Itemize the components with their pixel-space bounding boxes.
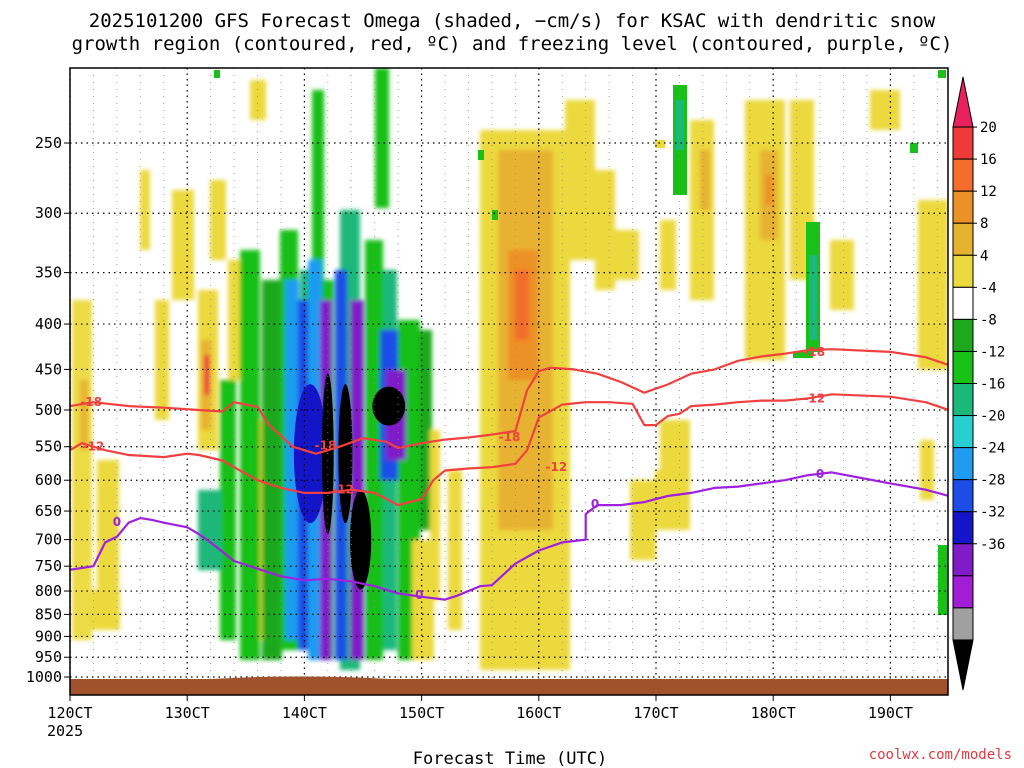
x-axis: 120CT 130CT 140CT 150CT 160CT 170CT 180CT 190CT — [47, 695, 913, 722]
colorbar-swatch — [952, 383, 974, 417]
y-tick-label: 500 — [35, 401, 62, 419]
omega-core — [338, 384, 353, 524]
x-axis-label: Forecast Time (UTC) — [413, 749, 607, 768]
y-tick-label: 350 — [35, 264, 62, 282]
y-tick-label: 450 — [35, 360, 62, 378]
contour-lines: -18 -18 -18 -18 -12 -12 -12 -12 0 0 0 0 — [70, 345, 948, 602]
colorbar-label: 12 — [980, 184, 997, 200]
colorbar-swatch — [952, 318, 974, 352]
colorbar-label: -20 — [980, 409, 1005, 425]
y-tick-label: 550 — [35, 438, 62, 456]
colorbar-swatch — [952, 575, 974, 609]
chart-title-line-2: growth region (contoured, red, ºC) and f… — [72, 33, 953, 55]
y-tick-label: 1000 — [26, 668, 62, 686]
contour-label: 0 — [591, 497, 599, 511]
contour-label: -18 — [803, 345, 825, 359]
contour-label: -12 — [803, 391, 825, 405]
contour-freezing-level-0 — [70, 471, 948, 601]
y-axis: 250 300 350 400 450 500 550 600 650 700 750 800 850 9… — [26, 134, 70, 686]
colorbar-swatch — [952, 222, 974, 256]
x-tick-label: 120CT — [47, 704, 92, 722]
colorbar-label: 16 — [980, 152, 997, 168]
x-tick-label: 140CT — [282, 704, 327, 722]
colorbar-swatch — [952, 447, 974, 481]
contour-label: -18 — [499, 430, 521, 444]
y-tick-label: 300 — [35, 204, 62, 222]
contour-label: -12 — [83, 440, 105, 454]
omega-core — [293, 384, 327, 524]
y-tick-label: 400 — [35, 315, 62, 333]
contour-label: -18 — [315, 438, 337, 452]
y-tick-label: 750 — [35, 557, 62, 575]
omega-core — [350, 489, 372, 590]
x-tick-label: 170CT — [633, 704, 678, 722]
x-tick-label: 180CT — [751, 704, 796, 722]
y-tick-label: 800 — [35, 582, 62, 600]
y-tick-label: 250 — [35, 134, 62, 152]
colorbar-swatch — [952, 254, 974, 288]
chart-title-line-1: 2025101200 GFS Forecast Omega (shaded, −… — [89, 10, 936, 32]
colorbar-swatch — [952, 350, 974, 385]
colorbar-label: 4 — [980, 248, 988, 264]
y-tick-label: 700 — [35, 531, 62, 549]
colorbar-bottom-arrow — [952, 639, 974, 691]
colorbar-swatch — [952, 479, 974, 513]
contour-label: -12 — [546, 460, 568, 474]
colorbar-swatch — [952, 126, 974, 160]
colorbar-swatch — [952, 415, 974, 449]
colorbar-swatch — [952, 158, 974, 192]
colorbar-top-arrow — [952, 76, 974, 128]
colorbar-swatch — [952, 607, 974, 641]
surface-terrain-bump — [70, 676, 948, 683]
credit-text: coolwx.com/models — [869, 747, 1012, 763]
colorbar-label: -12 — [980, 344, 1005, 360]
omega-core — [372, 386, 406, 426]
contour-dendritic-minus-18 — [70, 348, 948, 455]
colorbar: 20 16 12 8 4 -4 -8 -12 -16 -20 -24 -28 -32 -36 — [952, 76, 1005, 691]
colorbar-label: -8 — [980, 312, 997, 328]
plot-border — [69, 67, 949, 696]
contour-label: -12 — [332, 483, 354, 497]
contour-label: 0 — [415, 588, 423, 602]
y-tick-label: 600 — [35, 471, 62, 489]
contour-label: -18 — [80, 395, 102, 409]
contour-label: 0 — [816, 467, 824, 481]
colorbar-label: -4 — [980, 280, 997, 296]
y-tick-label: 650 — [35, 502, 62, 520]
x-tick-label: 190CT — [868, 704, 913, 722]
x-tick-label: 150CT — [399, 704, 444, 722]
x-tick-label: 160CT — [516, 704, 561, 722]
colorbar-swatch — [952, 286, 974, 320]
contour-label: 0 — [113, 515, 121, 529]
omega-core-blobs — [293, 373, 406, 590]
colorbar-swatch — [952, 511, 974, 545]
y-tick-label: 850 — [35, 605, 62, 623]
colorbar-label: -28 — [980, 473, 1005, 489]
x-year-label: 2025 — [47, 722, 83, 740]
x-tick-label: 130CT — [165, 704, 210, 722]
colorbar-swatch — [952, 543, 974, 577]
plot-area: -18 -18 -18 -18 -12 -12 -12 -12 0 0 0 0 — [69, 67, 949, 696]
contour-dendritic-minus-12 — [70, 393, 948, 507]
colorbar-label: -32 — [980, 505, 1005, 521]
colorbar-label: 8 — [980, 216, 988, 232]
y-tick-label: 950 — [35, 648, 62, 666]
colorbar-label: -24 — [980, 441, 1005, 457]
colorbar-swatch — [952, 190, 974, 224]
colorbar-label: -16 — [980, 377, 1005, 393]
y-tick-label: 900 — [35, 627, 62, 645]
colorbar-label: -36 — [980, 537, 1005, 553]
colorbar-label: 20 — [980, 120, 997, 136]
